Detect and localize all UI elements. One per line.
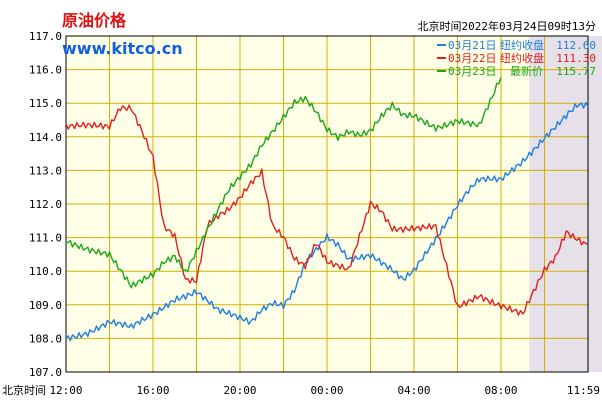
timestamp: 北京时间2022年03月24日09时13分 [418,19,596,33]
y-tick-label: 113.0 [29,164,62,177]
series-line-3 [65,77,502,289]
x-tick-label: 20:00 [223,384,256,397]
x-tick-label: 12:00 [49,384,82,397]
legend: 03月21日 纽约收盘 112.60 03月22日 纽约收盘 111.30 03… [437,38,596,78]
y-tick-label: 108.0 [29,332,62,345]
x-axis-label: 北京时间 [2,383,46,397]
y-axis-tick-labels: 107.0 108.0 109.0 110.0 111.0 112.0 113.0 114.0… [29,30,62,379]
legend-date: 03月22日 [448,52,497,65]
y-tick-label: 107.0 [29,366,62,379]
legend-value: 115.77 [556,65,596,78]
grid-lines [66,35,588,373]
series-line-1 [65,101,589,342]
legend-date: 03月23日 [448,65,497,78]
y-tick-label: 116.0 [29,64,62,77]
x-tick-label: 04:00 [397,384,430,397]
x-tick-label: 08:00 [484,384,517,397]
legend-label: 最新价 [510,64,543,78]
x-tick-label: 00:00 [310,384,343,397]
site-url: www.kitco.cn [62,39,183,58]
legend-swatch [437,57,446,59]
legend-entry-0323: 03月23日 最新价 115.77 [437,64,596,78]
plot-border [65,35,589,373]
legend-label: 纽约收盘 [500,51,544,65]
legend-swatch [437,44,446,46]
y-tick-label: 117.0 [29,30,62,43]
series-line-2 [65,104,589,316]
y-tick-label: 110.0 [29,265,62,278]
x-axis-tick-labels: 12:00 16:00 20:00 00:00 04:00 08:00 11:59 [49,384,600,397]
x-tick-label: 16:00 [136,384,169,397]
y-tick-label: 115.0 [29,97,62,110]
x-tick-label: 11:59 [567,384,600,397]
y-tick-label: 111.0 [29,232,62,245]
legend-value: 111.30 [556,52,596,65]
y-tick-label: 112.0 [29,198,62,211]
legend-date: 03月21日 [448,39,497,52]
chart-title: 原油价格 [62,11,127,30]
legend-entry-0321: 03月21日 纽约收盘 112.60 [437,38,596,52]
legend-swatch [437,70,446,72]
legend-value: 112.60 [556,39,596,52]
legend-label: 纽约收盘 [500,38,544,52]
y-tick-label: 109.0 [29,299,62,312]
legend-entry-0322: 03月22日 纽约收盘 111.30 [437,51,596,65]
y-tick-label: 114.0 [29,131,62,144]
series-lines [65,77,589,342]
